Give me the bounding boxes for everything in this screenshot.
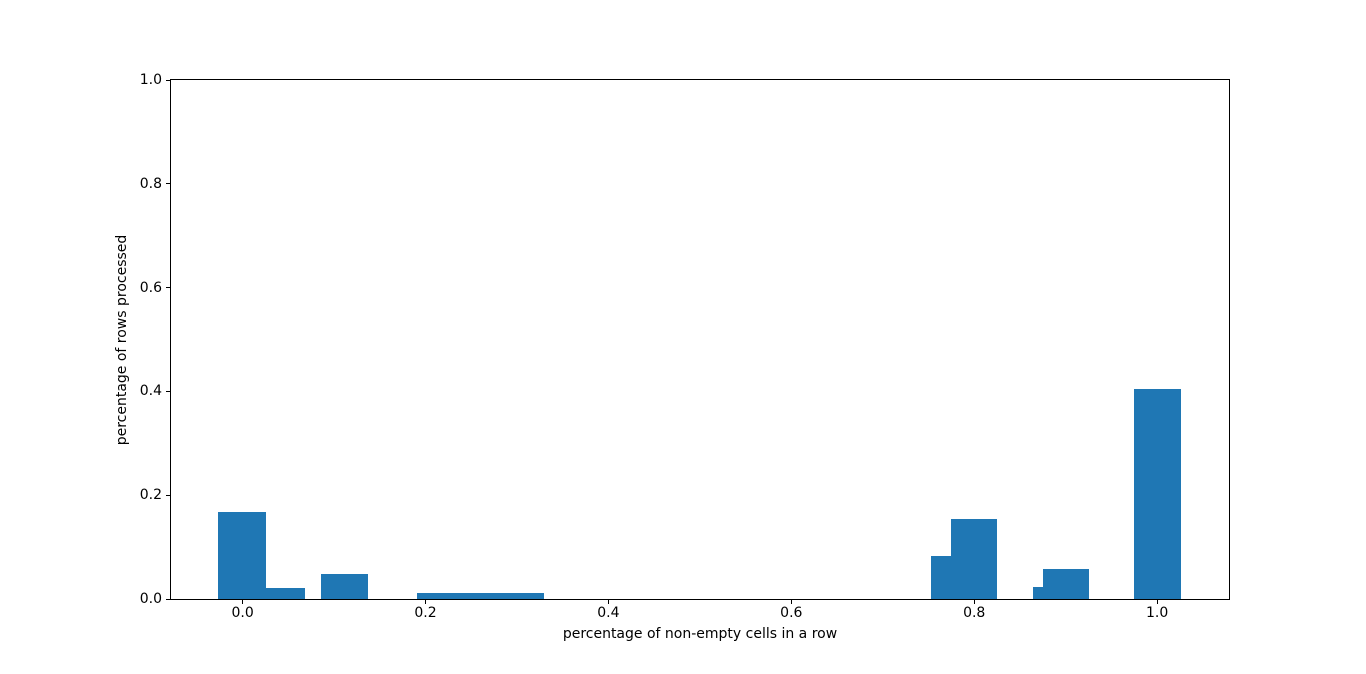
histogram-bar — [320, 574, 369, 599]
x-tick-mark — [790, 600, 792, 604]
x-tick-mark — [242, 600, 244, 604]
y-tick-label: 0.2 — [139, 487, 162, 504]
histogram-bar — [417, 593, 544, 599]
histogram-bar — [218, 511, 266, 599]
plot-area: 0.0 0.2 0.4 0.6 0.8 1.0 0.0 0.2 0.4 0.6 0.8 1.0 — [140, 72, 1230, 621]
x-tick-label: 1.0 — [1145, 605, 1169, 621]
x-tick-label: 0.6 — [780, 605, 803, 621]
x-tick-mark — [607, 600, 609, 604]
y-tick-label: 1.0 — [139, 72, 162, 88]
histogram-bar — [950, 519, 998, 599]
y-tick-mark — [166, 390, 170, 392]
x-tick-mark — [425, 600, 426, 604]
histogram-bar — [1134, 389, 1181, 599]
histogram-bar — [1042, 568, 1090, 599]
histogram-bar — [1033, 587, 1043, 599]
x-tick-label: 0.4 — [597, 605, 620, 621]
y-tick-mark — [166, 79, 170, 81]
x-tick-label: 0.8 — [963, 605, 986, 621]
y-tick-label: 0.6 — [139, 279, 162, 296]
x-tick-mark — [973, 600, 975, 604]
x-tick-mark — [1156, 600, 1158, 604]
histogram-bar — [931, 555, 951, 599]
x-tick-label: 0.2 — [414, 605, 437, 621]
y-tick-mark — [166, 494, 170, 496]
histogram-bar — [265, 587, 305, 599]
y-tick-label: 0.4 — [139, 383, 162, 400]
y-tick-mark — [166, 287, 170, 289]
y-tick-mark — [166, 183, 170, 185]
y-tick-label: 0.8 — [139, 175, 162, 192]
y-tick-mark — [166, 598, 170, 600]
y-axis-label: percentage of rows processed — [114, 234, 130, 446]
y-tick-label: 0.0 — [139, 591, 162, 607]
x-tick-label: 0.0 — [231, 605, 254, 621]
x-axis-label: percentage of non-empty cells in a row — [562, 626, 838, 642]
